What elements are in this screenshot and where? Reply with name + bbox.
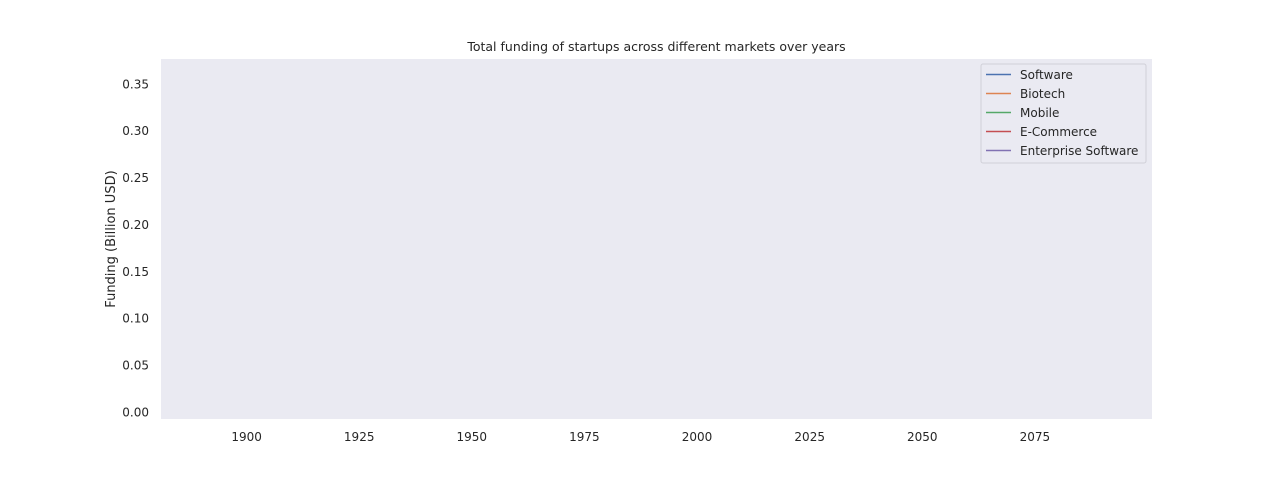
y-tick-label: 0.05 <box>122 359 149 373</box>
x-tick-label: 1950 <box>457 430 488 444</box>
y-tick-label: 0.30 <box>122 124 149 138</box>
legend-label: E-Commerce <box>1020 125 1097 139</box>
y-tick-label: 0.35 <box>122 77 149 91</box>
x-tick-label: 2075 <box>1020 430 1051 444</box>
x-tick-label: 1975 <box>569 430 600 444</box>
x-axis-ticks: 1900 1925 1950 1975 2000 2025 2050 2075 <box>231 430 1050 444</box>
x-tick-label: 1900 <box>231 430 262 444</box>
y-tick-label: 0.20 <box>122 218 149 232</box>
x-tick-label: 2050 <box>907 430 938 444</box>
legend: Software Biotech Mobile E-Commerce Enterpris… <box>980 63 1147 164</box>
x-tick-label: 2000 <box>682 430 713 444</box>
x-tick-label: 1925 <box>344 430 375 444</box>
y-tick-label: 0.10 <box>122 312 149 326</box>
legend-label: Biotech <box>1020 87 1065 101</box>
chart-title: Total funding of startups across differe… <box>466 39 845 54</box>
y-tick-label: 0.00 <box>122 405 149 419</box>
y-axis-label: Funding (Billion USD) <box>104 170 119 307</box>
y-tick-label: 0.15 <box>122 265 149 279</box>
legend-label: Enterprise Software <box>1020 144 1138 158</box>
legend-box <box>980 63 1147 164</box>
legend-label: Mobile <box>1020 106 1059 120</box>
legend-label: Software <box>1020 68 1073 82</box>
y-axis-ticks: 0.00 0.05 0.10 0.15 0.20 0.25 0.30 0.35 <box>122 77 149 419</box>
x-tick-label: 2025 <box>794 430 825 444</box>
y-tick-label: 0.25 <box>122 171 149 185</box>
